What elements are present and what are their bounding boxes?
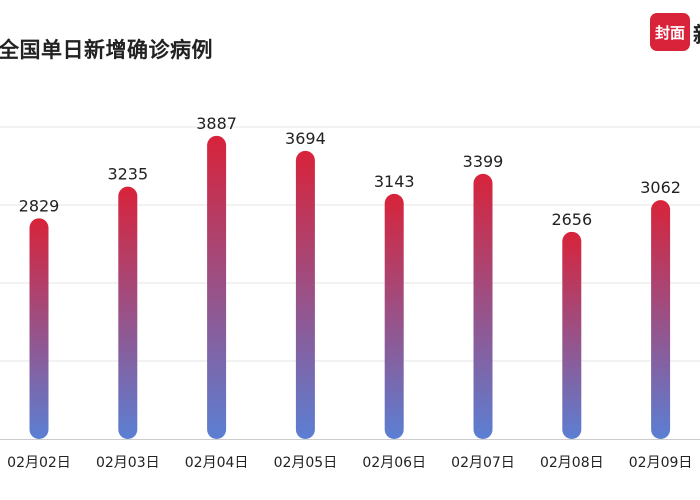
data-labels: 2829 3235 3887 3694 3143 3399 2656 3062 <box>19 114 681 229</box>
data-label: 3143 <box>374 172 415 191</box>
x-tick-label: 02月04日 <box>185 455 249 471</box>
x-tick-label: 02月09日 <box>629 455 693 471</box>
brand-logo-extra: 新 <box>693 19 700 49</box>
data-label: 2829 <box>19 196 60 215</box>
x-tick-label: 02月02日 <box>7 455 71 471</box>
x-axis-ticks: 02月02日 02月03日 02月04日 02月05日 02月06日 02月07日 02月0… <box>7 455 692 471</box>
brand-logo: 封面 <box>650 13 690 51</box>
x-tick-label: 02月03日 <box>96 455 160 471</box>
data-label: 3694 <box>285 129 326 148</box>
bar <box>473 173 493 440</box>
x-tick-label: 02月07日 <box>451 455 515 471</box>
x-tick-label: 02月05日 <box>274 455 338 471</box>
data-label: 3235 <box>107 165 148 184</box>
data-label: 3887 <box>196 114 237 133</box>
data-label: 3062 <box>640 178 681 197</box>
bar <box>118 186 138 439</box>
data-label: 2656 <box>551 210 592 229</box>
bar <box>207 135 227 439</box>
x-tick-label: 02月06日 <box>362 455 426 471</box>
bar <box>295 150 315 440</box>
bars <box>29 135 671 440</box>
grid-lines <box>0 126 700 440</box>
bar <box>651 200 671 439</box>
bar <box>562 231 582 439</box>
x-tick-label: 02月08日 <box>540 455 604 471</box>
chart-title: 全国单日新增确诊病例 <box>0 38 213 62</box>
data-label: 3399 <box>463 152 504 171</box>
bar <box>29 218 49 439</box>
bar <box>384 193 404 439</box>
